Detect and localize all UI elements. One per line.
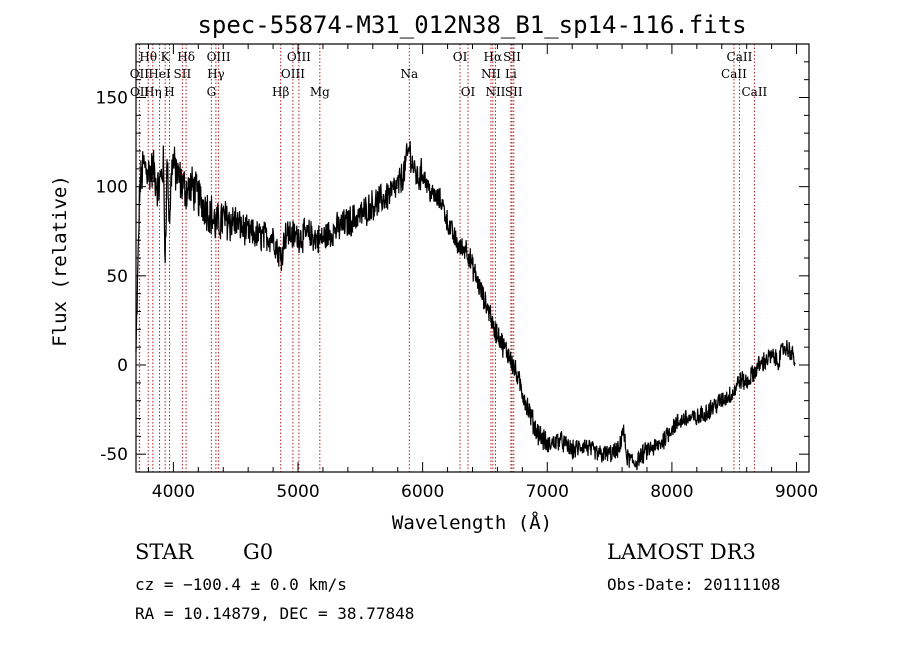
spectral-line-label: CaII <box>727 50 753 64</box>
y-axis-label: Flux (relative) <box>49 175 71 347</box>
y-tick-label: 150 <box>96 89 128 109</box>
spectral-line-label: H <box>164 85 174 99</box>
spectral-line-label: Hδ <box>177 50 195 64</box>
spectral-line-label: OI <box>453 50 468 64</box>
spectral-line-label: OII <box>130 67 150 81</box>
x-tick-label: 9000 <box>775 482 818 502</box>
spectral-line-label: Li <box>505 67 517 81</box>
y-tick-label: -50 <box>100 445 128 465</box>
y-tick-label: 0 <box>117 356 128 376</box>
spectral-line-label: NII <box>485 85 505 99</box>
spectrum-line <box>135 140 796 471</box>
x-tick-label: 8000 <box>650 482 693 502</box>
chart-title: spec-55874-M31_012N38_B1_sp14-116.fits <box>197 11 746 39</box>
x-tick-label: 7000 <box>526 482 569 502</box>
spectral-line-label: Hθ <box>139 50 157 64</box>
spectral-line-label: Hη <box>144 85 162 99</box>
spectral-line-label: NII <box>481 67 501 81</box>
spectral-line-label: OIII <box>281 67 305 81</box>
spectral-line-label: Na <box>400 67 418 81</box>
spectral-line-label: Hγ <box>207 67 225 81</box>
spectral-line-label: SII <box>505 85 523 99</box>
survey-name: LAMOST DR3 <box>607 540 756 564</box>
spectral-line-label: Hα <box>484 50 503 64</box>
spectral-line-label: OI <box>461 85 476 99</box>
spectral-line-label: CaII <box>721 67 747 81</box>
y-axis-ticks: -50 0 50 100 150 <box>96 43 809 473</box>
spectral-line-label: K <box>161 50 171 64</box>
spectral-line-markers <box>138 44 755 472</box>
x-tick-label: 6000 <box>401 482 444 502</box>
spectral-line-label: CaII <box>741 85 767 99</box>
spectral-line-label: Hβ <box>272 85 289 99</box>
x-tick-label: 5000 <box>276 482 319 502</box>
spectral-line-label: OIII <box>287 50 311 64</box>
spectral-line-label: Mg <box>310 85 330 99</box>
object-subclass: G0 <box>243 540 273 564</box>
spectral-line-label: G <box>207 85 217 99</box>
redshift-line: cz = −100.4 ± 0.0 km/s <box>135 575 347 594</box>
obs-date-line: Obs-Date: 20111108 <box>607 575 780 594</box>
y-tick-label: 50 <box>106 267 128 287</box>
spectral-line-label: HeI <box>148 67 171 81</box>
coordinates-line: RA = 10.14879, DEC = 38.77848 <box>135 604 414 623</box>
x-axis-ticks: 4000 5000 6000 7000 8000 9000 <box>147 44 818 502</box>
spectral-line-label: SII <box>503 50 521 64</box>
spectral-line-label: OIII <box>207 50 231 64</box>
x-axis-label: Wavelength (Å) <box>392 511 552 534</box>
spectral-line-label: OII <box>130 85 150 99</box>
object-class: STAR <box>135 540 194 564</box>
y-tick-label: 100 <box>96 178 128 198</box>
x-tick-label: 4000 <box>152 482 195 502</box>
spectral-line-label: SII <box>174 67 192 81</box>
